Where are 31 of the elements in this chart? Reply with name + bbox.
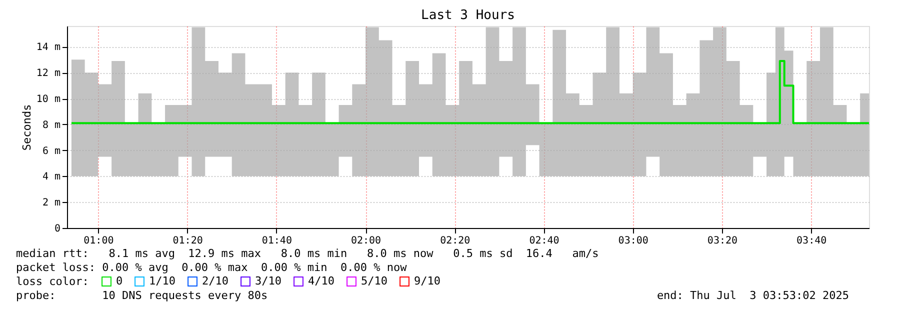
legend-label: 5/10 [361,274,388,288]
y-tick-label: 4 m [42,172,60,183]
legend-title: loss color: [16,275,89,288]
legend-label: 3/10 [255,274,282,288]
x-tick-label: 03:00 [618,236,648,246]
x-tick-label: 02:00 [350,236,382,246]
x-tick-label: 03:20 [707,236,738,246]
y-tick-label: 6 m [42,146,60,157]
legend-label: 9/10 [414,274,440,288]
x-tick-label: 01:40 [262,236,292,246]
x-tick-label: 03:40 [796,236,827,246]
text: median rtt: 8.1 ms avg 12.9 ms max 8.0 ms min 8.0 ms now 0.5 ms sd 16.4 am/s [16,247,599,260]
legend-label: 1/10 [149,274,176,288]
y-tick-label: 2 m [42,198,60,209]
chart-title: Last 3 Hours [421,8,515,23]
x-tick-label: 01:20 [172,236,203,246]
x-tick-label: 02:40 [529,236,560,246]
text: packet loss: 0.00 % avg 0.00 % max 0.00 % min 0.00 % now [16,261,408,274]
y-tick-label: 8 m [42,120,60,131]
y-tick-label: 12 m [36,68,60,80]
y-axis-title: Seconds [20,104,34,151]
x-tick-label: 01:00 [84,236,114,246]
text: probe: 10 DNS requests every 80s [16,289,268,302]
text: end: Thu Jul 3 03:53:02 2025 [656,289,849,302]
y-tick-label: 0 [54,224,60,234]
y-tick-label: 10 m [36,94,60,106]
legend-label: 0 [116,274,123,288]
x-tick-label: 02:20 [440,236,470,246]
legend-label: 4/10 [308,274,334,288]
y-tick-label: 14 m [36,42,60,54]
legend-label: 2/10 [202,274,228,288]
